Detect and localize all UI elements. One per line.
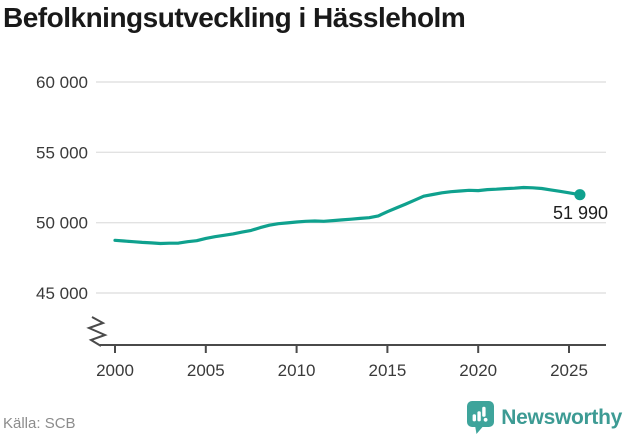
x-tick-label: 2015 bbox=[368, 361, 406, 380]
end-point-dot bbox=[574, 189, 586, 201]
source-caption: Källa: SCB bbox=[3, 415, 76, 432]
x-tick-label: 2010 bbox=[278, 361, 316, 380]
axis-break-icon bbox=[86, 316, 108, 347]
y-tick-label: 45 000 bbox=[36, 284, 88, 303]
x-tick-label: 2020 bbox=[459, 361, 497, 380]
newsworthy-logo[interactable]: Newsworthy bbox=[467, 401, 622, 435]
end-point-label: 51 990 bbox=[553, 203, 608, 223]
x-tick-label: 2025 bbox=[550, 361, 588, 380]
population-line-chart: 45 000 50 000 55 000 60 000 2000 2005 2010 2015… bbox=[36, 73, 608, 380]
y-tick-label: 55 000 bbox=[36, 143, 88, 162]
chart-footer: Källa: SCB Newsworthy bbox=[0, 399, 631, 439]
newsworthy-wordmark: Newsworthy bbox=[501, 406, 622, 429]
series-line bbox=[113, 185, 582, 246]
y-tick-label: 60 000 bbox=[36, 73, 88, 92]
x-tick-label: 2000 bbox=[96, 361, 134, 380]
y-tick-label: 50 000 bbox=[36, 214, 88, 233]
x-tick-label: 2005 bbox=[187, 361, 225, 380]
newsworthy-bubble-chart-icon bbox=[467, 401, 495, 434]
chart-title: Befolkningsutveckling i Hässleholm bbox=[3, 2, 466, 33]
